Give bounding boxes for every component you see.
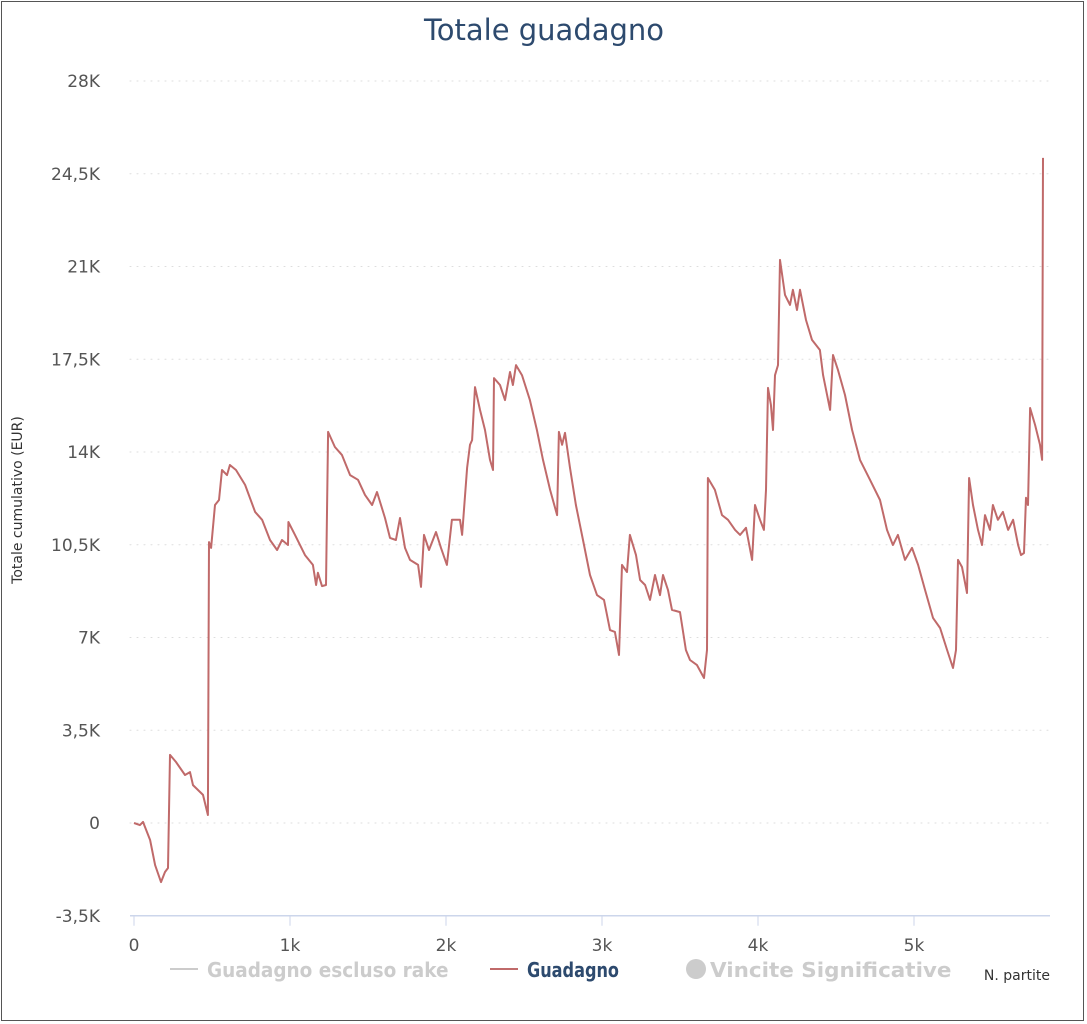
y-tick-label: 0 [89,814,100,834]
y-tick-label: 24,5K [51,165,101,185]
y-tick-label: 3,5K [62,721,101,741]
y-tick-label: 10,5K [51,536,101,556]
y-tick-label: 21K [67,258,101,278]
x-tick-label: 0 [129,936,140,956]
x-tick-label: 5k [904,936,925,956]
y-tick-label: 17,5K [51,350,101,370]
chart-title: Totale guadagno [423,13,664,47]
x-tick-label: 4k [748,936,769,956]
x-tick-label: 3k [592,936,613,956]
x-axis-label: N. partite [984,968,1050,984]
y-tick-label: 28K [67,72,101,92]
legend-label: Guadagno escluso rake [207,958,449,982]
series-line-guadagno [133,157,1044,884]
legend-label: Guadagno [527,958,619,982]
y-tick-label: -3,5K [56,907,101,927]
y-tick-label: 14K [67,443,101,463]
x-tick-label: 2k [436,936,457,956]
legend-item-vincite-significative[interactable]: Vincite Significative [686,958,952,982]
legend-label: Vincite Significative [710,958,952,982]
legend-item-guadagno-escluso-rake[interactable]: Guadagno escluso rake [170,958,449,982]
legend-circle-symbol [686,959,706,979]
legend-item-guadagno[interactable]: Guadagno [490,958,619,982]
y-axis-label: Totale cumulativo (EUR) [10,416,26,585]
y-tick-label: 7K [78,629,101,649]
x-tick-label: 1k [280,936,301,956]
